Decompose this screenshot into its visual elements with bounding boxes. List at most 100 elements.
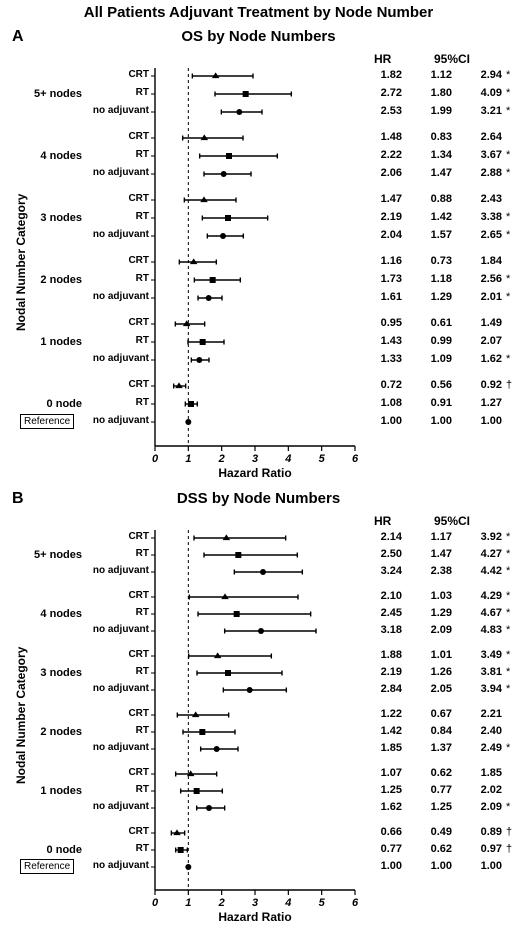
treatment-label: RT (84, 397, 149, 408)
treatment-label: CRT (84, 531, 149, 542)
treatment-label: CRT (84, 131, 149, 142)
hr-value: 1.61 (368, 291, 402, 303)
treatment-label: CRT (84, 255, 149, 266)
hr-value: 1.22 (368, 708, 402, 720)
ci-low: 0.67 (418, 708, 452, 720)
ci-low: 1.99 (418, 105, 452, 117)
ci-high: 2.02 (468, 784, 502, 796)
ci-high: 0.97 (468, 843, 502, 855)
svg-text:4: 4 (284, 453, 291, 465)
svg-text:1: 1 (185, 453, 191, 465)
treatment-label: CRT (84, 767, 149, 778)
hr-value: 1.43 (368, 335, 402, 347)
ci-high: 1.00 (468, 415, 502, 427)
significance-mark: * (506, 548, 516, 560)
ci-high: 2.65 (468, 229, 502, 241)
treatment-label: CRT (84, 590, 149, 601)
ci-low: 1.37 (418, 742, 452, 754)
ci-high: 2.43 (468, 193, 502, 205)
treatment-label: RT (84, 211, 149, 222)
group-label: 3 nodes (22, 667, 82, 679)
hr-value: 2.14 (368, 531, 402, 543)
hr-value: 1.00 (368, 860, 402, 872)
significance-mark: † (506, 843, 516, 855)
ci-low: 1.26 (418, 666, 452, 678)
ci-low: 0.84 (418, 725, 452, 737)
ci-high: 3.21 (468, 105, 502, 117)
svg-text:5: 5 (319, 897, 326, 909)
ci-high: 2.56 (468, 273, 502, 285)
ci-high: 1.00 (468, 860, 502, 872)
treatment-label: RT (84, 335, 149, 346)
treatment-label: no adjuvant (84, 860, 149, 871)
ci-low: 0.56 (418, 379, 452, 391)
ci-low: 2.09 (418, 624, 452, 636)
treatment-label: RT (84, 87, 149, 98)
hr-value: 1.33 (368, 353, 402, 365)
reference-box: Reference (20, 414, 74, 429)
ci-low: 1.09 (418, 353, 452, 365)
svg-text:6: 6 (352, 453, 359, 465)
ci-low: 1.12 (418, 69, 452, 81)
ci-high: 2.88 (468, 167, 502, 179)
main-title: All Patients Adjuvant Treatment by Node … (0, 4, 517, 21)
significance-mark: * (506, 69, 516, 81)
ci-high: 2.07 (468, 335, 502, 347)
treatment-label: no adjuvant (84, 291, 149, 302)
significance-mark: * (506, 801, 516, 813)
group-label: 4 nodes (22, 608, 82, 620)
ci-low: 1.42 (418, 211, 452, 223)
hr-value: 2.22 (368, 149, 402, 161)
hr-value: 1.88 (368, 649, 402, 661)
ci-low: 1.18 (418, 273, 452, 285)
ci-high: 3.92 (468, 531, 502, 543)
significance-mark: * (506, 742, 516, 754)
treatment-label: RT (84, 273, 149, 284)
group-label: 5+ nodes (22, 88, 82, 100)
group-label: 2 nodes (22, 274, 82, 286)
significance-mark: * (506, 590, 516, 602)
group-label: 1 nodes (22, 336, 82, 348)
significance-mark: † (506, 379, 516, 391)
reference-box: Reference (20, 859, 74, 874)
group-label: 1 nodes (22, 785, 82, 797)
hr-value: 2.50 (368, 548, 402, 560)
svg-text:4: 4 (284, 897, 291, 909)
svg-text:2: 2 (218, 897, 225, 909)
ci-high: 2.09 (468, 801, 502, 813)
ci-high: 4.42 (468, 565, 502, 577)
significance-mark: † (506, 826, 516, 838)
group-label: 0 node (22, 844, 82, 856)
group-label: 4 nodes (22, 150, 82, 162)
group-label: 2 nodes (22, 726, 82, 738)
ci-low: 0.62 (418, 843, 452, 855)
ci-high: 4.67 (468, 607, 502, 619)
treatment-label: CRT (84, 708, 149, 719)
ci-high: 0.89 (468, 826, 502, 838)
ci-low: 1.00 (418, 415, 452, 427)
treatment-label: no adjuvant (84, 415, 149, 426)
hr-value: 0.66 (368, 826, 402, 838)
treatment-label: CRT (84, 317, 149, 328)
ci-high: 4.29 (468, 590, 502, 602)
hr-value: 2.84 (368, 683, 402, 695)
ci-low: 1.00 (418, 860, 452, 872)
treatment-label: no adjuvant (84, 624, 149, 635)
hr-value: 3.18 (368, 624, 402, 636)
hr-value: 1.00 (368, 415, 402, 427)
ci-high: 2.40 (468, 725, 502, 737)
significance-mark: * (506, 273, 516, 285)
treatment-label: RT (84, 666, 149, 677)
ci-low: 0.99 (418, 335, 452, 347)
ci-high: 1.84 (468, 255, 502, 267)
treatment-label: CRT (84, 379, 149, 390)
ci-low: 0.61 (418, 317, 452, 329)
ci-high: 1.85 (468, 767, 502, 779)
hr-value: 2.04 (368, 229, 402, 241)
significance-mark: * (506, 211, 516, 223)
treatment-label: no adjuvant (84, 229, 149, 240)
hr-value: 3.24 (368, 565, 402, 577)
hr-value: 1.62 (368, 801, 402, 813)
ci-low: 1.03 (418, 590, 452, 602)
hr-value: 1.42 (368, 725, 402, 737)
